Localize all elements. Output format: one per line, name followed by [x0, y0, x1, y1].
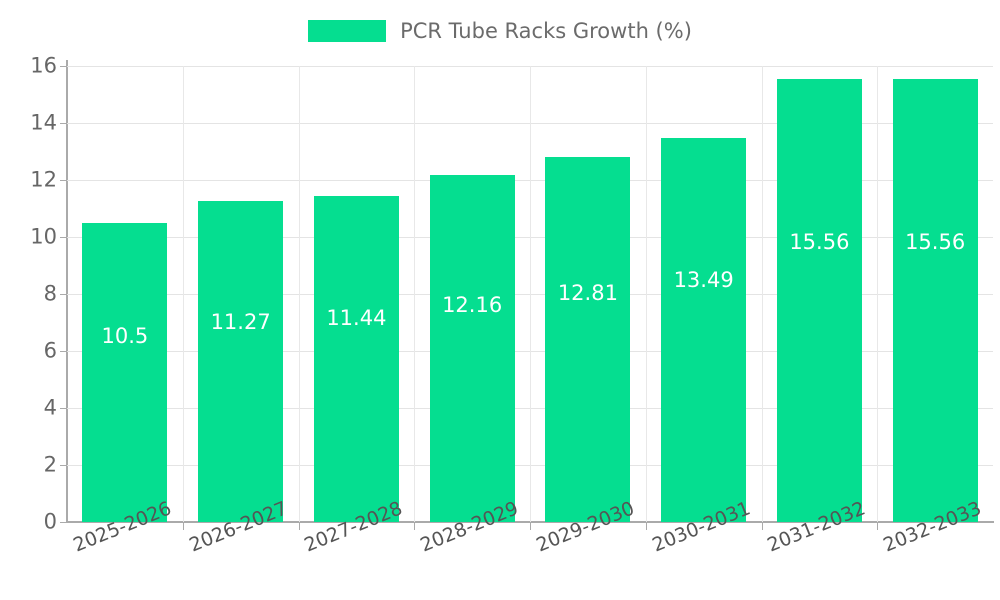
y-axis-tick-label: 14 [30, 110, 57, 135]
gridline-vertical [414, 66, 416, 522]
x-axis-tick [414, 523, 416, 530]
gridline-vertical [761, 66, 763, 522]
y-axis-tick [60, 351, 66, 352]
bar[interactable]: 11.44 [313, 195, 399, 522]
bar-value-label: 11.44 [326, 306, 387, 331]
y-axis-tick-label: 6 [43, 338, 57, 363]
y-axis-tick-label: 10 [30, 224, 57, 249]
x-axis-tick [761, 523, 763, 530]
gridline-vertical [182, 66, 184, 522]
x-axis-tick [530, 523, 531, 530]
bar-value-label: 12.16 [442, 293, 503, 318]
x-axis-tick [877, 523, 879, 530]
bar-value-label: 15.56 [905, 229, 966, 254]
y-axis-tick [60, 237, 66, 238]
y-axis-tick [60, 123, 66, 124]
x-axis-tick [645, 523, 647, 530]
bar[interactable]: 11.27 [198, 200, 284, 522]
y-axis-tick [60, 408, 66, 409]
gridline-vertical [530, 66, 531, 522]
gridline-vertical [298, 66, 300, 522]
bar[interactable]: 12.81 [545, 156, 631, 522]
y-axis-labels: 0 2 4 6 8 10 12 14 16 [0, 0, 57, 600]
bar-value-label: 15.56 [789, 229, 850, 254]
y-axis-tick [60, 180, 66, 181]
y-axis-tick [60, 465, 66, 466]
y-axis-tick-label: 2 [43, 452, 57, 477]
y-axis-tick-label: 0 [43, 509, 57, 534]
bar[interactable]: 12.16 [429, 175, 515, 522]
bar-value-label: 13.49 [673, 268, 734, 293]
bar[interactable]: 13.49 [661, 137, 747, 522]
y-axis-tick [60, 66, 66, 67]
y-axis-tick [60, 294, 66, 295]
bar-value-label: 11.27 [210, 309, 271, 334]
gridline-vertical [645, 66, 647, 522]
x-axis-tick [298, 523, 300, 530]
plot-area: 10.5 11.27 11.44 12.16 12.81 13.49 15.56 15.56 [67, 66, 993, 522]
bar[interactable]: 15.56 [892, 78, 978, 522]
y-axis-tick-label: 16 [30, 53, 57, 78]
bar[interactable]: 15.56 [776, 78, 862, 522]
y-axis-tick-label: 8 [43, 281, 57, 306]
gridline-vertical [877, 66, 879, 522]
bar[interactable]: 10.5 [82, 222, 168, 522]
legend-label: PCR Tube Racks Growth (%) [400, 18, 692, 43]
x-axis-line [66, 521, 994, 523]
legend-swatch-icon [308, 20, 387, 42]
y-axis-line [66, 60, 68, 523]
y-axis-tick-label: 4 [43, 395, 57, 420]
y-axis-tick-label: 12 [30, 167, 57, 192]
bar-value-label: 10.5 [101, 323, 149, 348]
bar-value-label: 12.81 [557, 280, 618, 305]
y-axis-tick [60, 522, 66, 523]
x-axis-tick [182, 523, 184, 530]
chart-legend: PCR Tube Racks Growth (%) [0, 14, 1000, 48]
